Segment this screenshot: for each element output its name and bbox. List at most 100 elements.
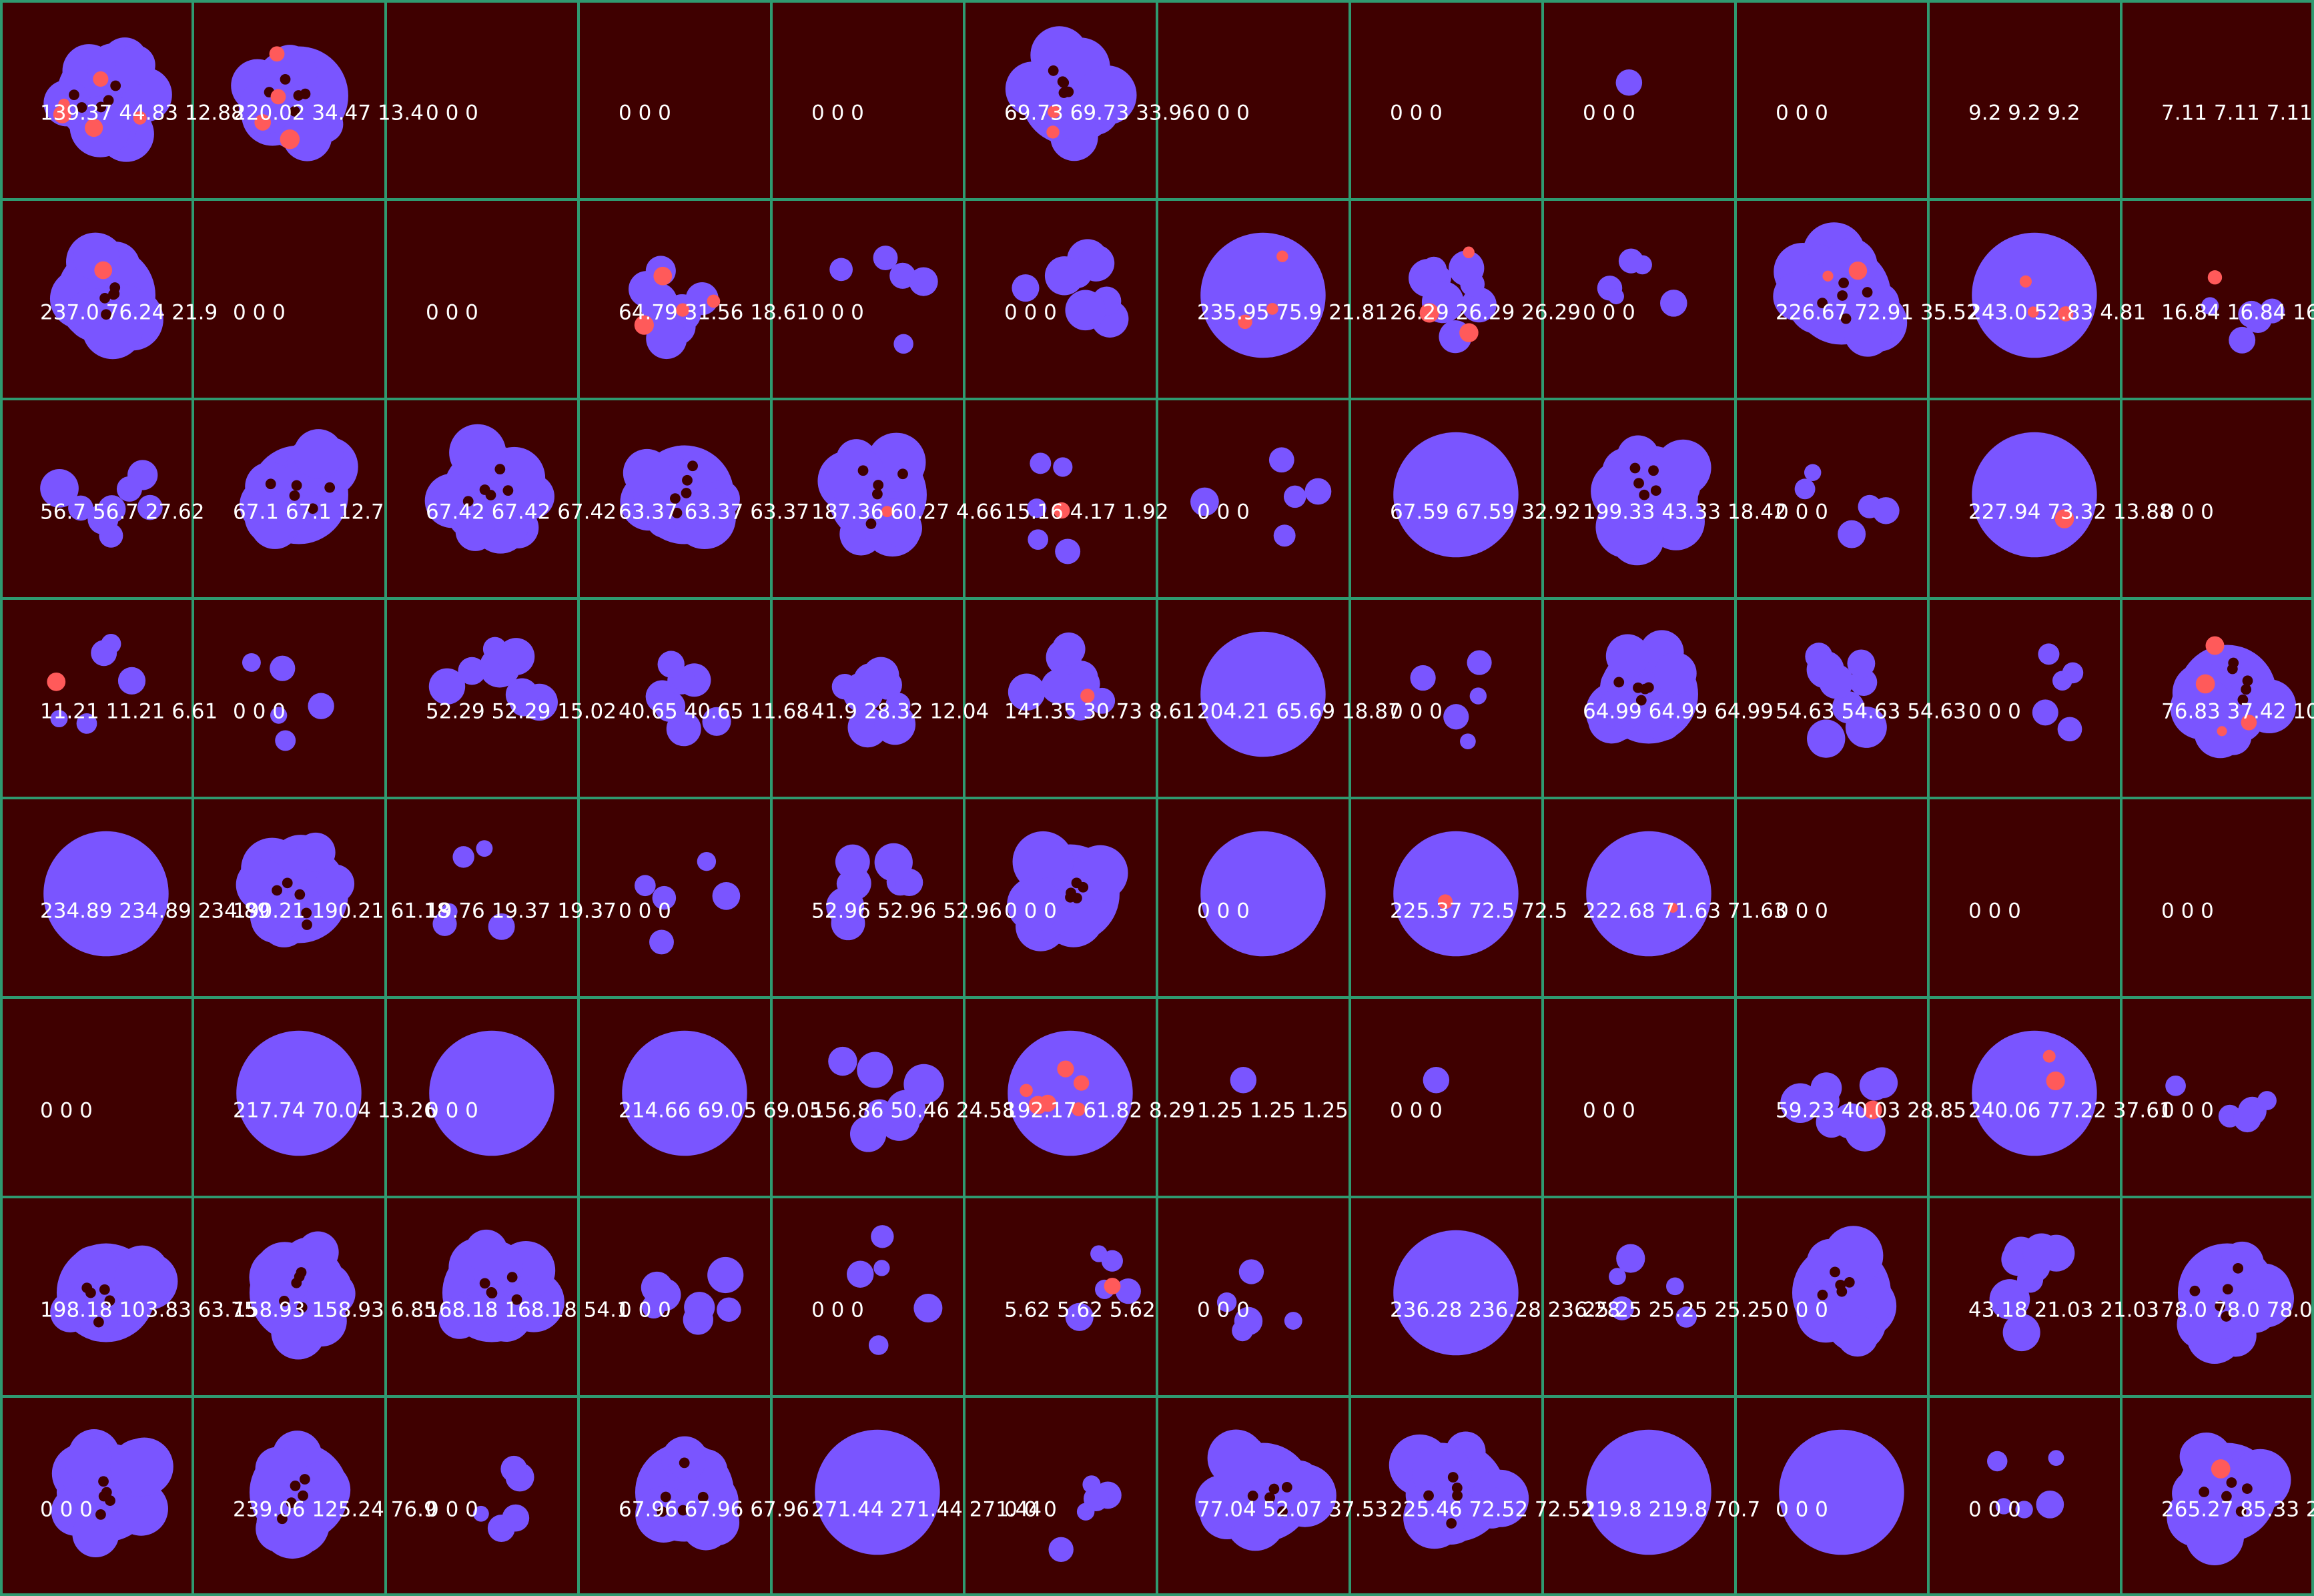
cell-measurement-label: 52.29 52.29 15.02 — [426, 699, 617, 723]
cell-measurement-label: 0 0 0 — [426, 1098, 478, 1122]
cell-measurement-label: 0 0 0 — [619, 899, 671, 923]
colony — [1048, 1475, 1122, 1562]
cell-measurement-label: 0 0 0 — [1583, 101, 1635, 125]
cell-measurement-label: 19.76 19.37 19.37 — [426, 899, 617, 923]
cell-measurement-label: 0 0 0 — [426, 1497, 478, 1521]
colony — [1773, 222, 1908, 357]
colony — [1794, 464, 1900, 548]
colony — [1008, 1030, 1133, 1156]
cell-measurement-label: 226.67 72.91 35.52 — [1776, 300, 1980, 324]
cell-measurement-label: 0 0 0 — [1968, 1497, 2021, 1521]
colony — [50, 1243, 178, 1342]
colony — [1230, 1067, 1257, 1094]
cell-measurement-label: 0 0 0 — [1197, 500, 1250, 524]
cell-measurement-label: 26.29 26.29 26.29 — [1390, 300, 1581, 324]
cell-measurement-label: 156.86 50.46 24.58 — [811, 1098, 1016, 1122]
cell-measurement-label: 0 0 0 — [233, 300, 286, 324]
colony — [831, 657, 916, 748]
cell-measurement-label: 0 0 0 — [426, 300, 478, 324]
colony — [1195, 1429, 1336, 1551]
cell-measurement-label: 240.06 77.22 37.61 — [1968, 1098, 2173, 1122]
colony — [47, 634, 146, 734]
cell-measurement-label: 52.96 52.96 52.96 — [811, 899, 1002, 923]
cell-measurement-label: 0 0 0 — [1197, 899, 1250, 923]
cell-measurement-label: 0 0 0 — [1583, 1098, 1635, 1122]
cell-measurement-label: 141.35 30.73 8.61 — [1004, 699, 1195, 723]
colony — [1989, 1233, 2075, 1352]
cell-measurement-label: 69.73 69.73 33.96 — [1004, 101, 1195, 125]
cell-measurement-label: 139.37 44.83 12.88 — [40, 101, 244, 125]
colony — [635, 1436, 740, 1551]
colony — [826, 843, 923, 941]
cell-measurement-label: 0 0 0 — [1197, 1298, 1250, 1322]
cell-measurement-label: 0 0 0 — [426, 101, 478, 125]
cell-measurement-label: 5.62 5.62 5.62 — [1004, 1298, 1156, 1322]
cell-measurement-label: 225.46 72.52 72.52 — [1390, 1497, 1594, 1521]
colony — [249, 1431, 351, 1559]
cell-measurement-label: 0 0 0 — [619, 101, 671, 125]
cell-measurement-label: 236.28 236.28 236.28 — [1390, 1298, 1620, 1322]
cell-measurement-label: 9.2 9.2 9.2 — [1968, 101, 2080, 125]
cell-measurement-label: 77.04 52.07 37.53 — [1197, 1497, 1388, 1521]
colony — [1393, 1230, 1519, 1356]
cell-measurement-label: 237.0 76.24 21.9 — [40, 300, 218, 324]
cell-measurement-label: 271.44 271.44 271.44 — [811, 1497, 1042, 1521]
cell-measurement-label: 64.79 31.56 18.61 — [619, 300, 809, 324]
cell-measurement-label: 67.96 67.96 67.96 — [619, 1497, 809, 1521]
cell-measurement-label: 239.06 125.24 76.9 — [233, 1497, 437, 1521]
colony — [1586, 1429, 1711, 1555]
colony — [1027, 452, 1081, 564]
colony — [438, 1229, 564, 1342]
colony — [2170, 636, 2297, 759]
cell-measurement-label: 198.18 103.83 63.75 — [40, 1298, 257, 1322]
colony — [240, 429, 358, 549]
cell-measurement-label: 0 0 0 — [811, 300, 864, 324]
cell-measurement-label: 40.65 40.65 11.68 — [619, 699, 809, 723]
colony — [2177, 1241, 2295, 1364]
cell-measurement-label: 64.99 64.99 64.99 — [1583, 699, 1774, 723]
cell-measurement-label: 25.25 25.25 25.25 — [1583, 1298, 1774, 1322]
cell-measurement-label: 168.18 168.18 54.1 — [426, 1298, 630, 1322]
cell-measurement-label: 0 0 0 — [1776, 101, 1828, 125]
colony — [828, 1046, 944, 1152]
cell-measurement-label: 225.37 72.5 72.5 — [1390, 899, 1567, 923]
colony — [1216, 1259, 1302, 1342]
colony — [829, 246, 938, 354]
colony — [629, 256, 721, 360]
colony — [432, 840, 515, 940]
colony — [2032, 643, 2084, 742]
cell-measurement-label: 0 0 0 — [1968, 699, 2021, 723]
cell-measurement-label: 67.42 67.42 67.42 — [426, 500, 617, 524]
cell-measurement-label: 0 0 0 — [1583, 300, 1635, 324]
cell-measurement-label: 243.0 52.83 4.81 — [1968, 300, 2146, 324]
colony — [1389, 1431, 1529, 1549]
cell-measurement-label: 78.0 78.0 78.0 — [2161, 1298, 2313, 1322]
cell-measurement-label: 0 0 0 — [2161, 500, 2214, 524]
colony — [622, 1030, 747, 1156]
colony — [43, 37, 172, 162]
colony — [1065, 1245, 1141, 1331]
colony — [1597, 248, 1687, 317]
colony — [1393, 432, 1519, 558]
cell-measurement-label: 0 0 0 — [1776, 1497, 1828, 1521]
colony — [1393, 831, 1519, 957]
cell-measurement-label: 0 0 0 — [233, 699, 286, 723]
cell-measurement-label: 199.33 43.33 18.42 — [1583, 500, 1787, 524]
cell-measurement-label: 222.68 71.63 71.63 — [1583, 899, 1787, 923]
cell-measurement-label: 67.1 67.1 12.7 — [233, 500, 384, 524]
cell-measurement-label: 16.84 16.84 16.84 — [2161, 300, 2314, 324]
colony — [1585, 630, 1698, 744]
colony — [1972, 1030, 2097, 1156]
cell-measurement-label: 214.66 69.05 69.05 — [619, 1098, 823, 1122]
cell-measurement-label: 0 0 0 — [1776, 1298, 1828, 1322]
colony — [231, 45, 348, 161]
cell-measurement-label: 217.74 70.04 13.26 — [233, 1098, 437, 1122]
colony — [1609, 1244, 1697, 1328]
colony — [1008, 632, 1116, 721]
colony — [43, 831, 169, 957]
cell-measurement-label: 41.9 28.32 12.04 — [811, 699, 989, 723]
colony — [1586, 831, 1711, 957]
